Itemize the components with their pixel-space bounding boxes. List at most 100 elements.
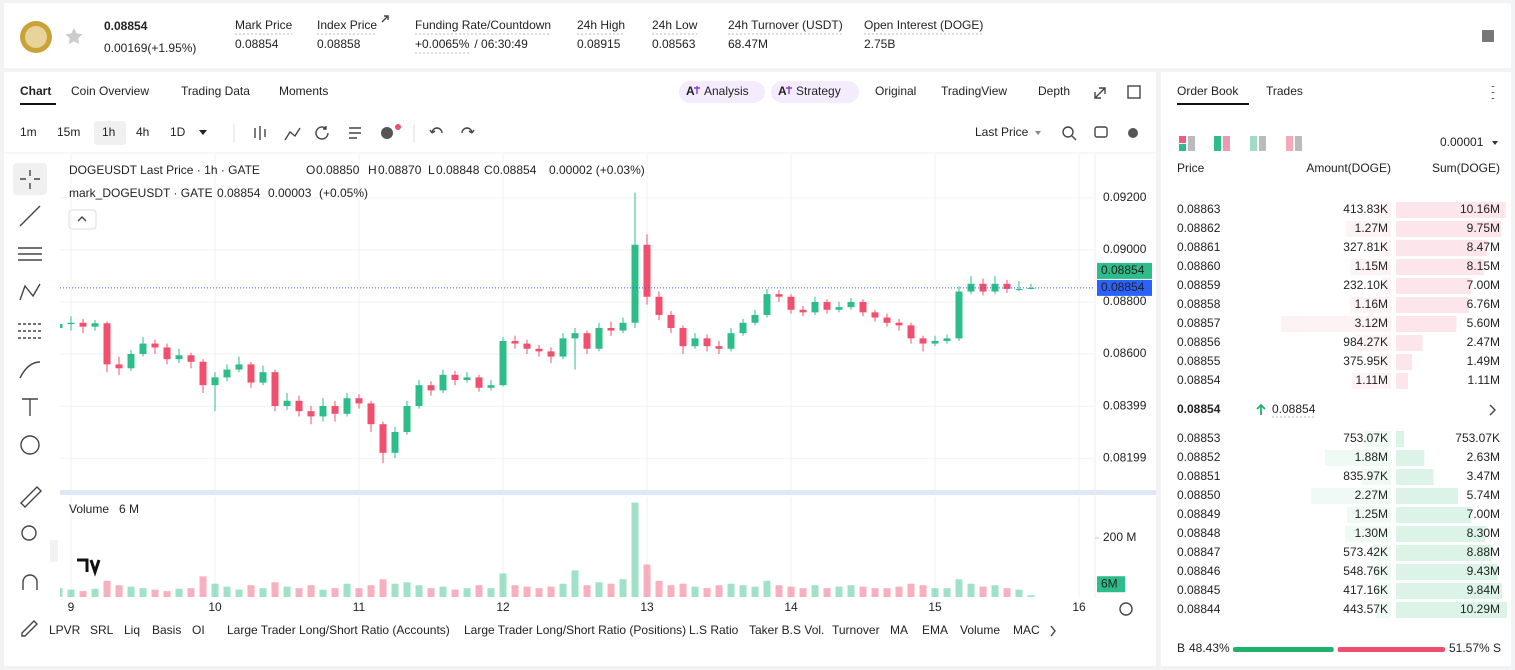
window-icon[interactable] — [1127, 85, 1141, 99]
legend-ohlc: O — [306, 163, 315, 177]
ob-price: 0.08851 — [1177, 469, 1221, 483]
ai-button[interactable]: Strategy — [796, 84, 841, 98]
candle-body — [859, 301, 867, 313]
add-icon[interactable] — [381, 127, 393, 139]
amount-depth — [1346, 507, 1391, 523]
undo-icon[interactable] — [429, 127, 443, 134]
sum-depth — [1396, 297, 1469, 313]
indicator[interactable]: SRL — [90, 623, 114, 637]
indicator[interactable]: Large Trader Long/Short Ratio (Positions… — [464, 623, 686, 637]
volume-bar — [967, 583, 975, 597]
pattern-tool[interactable] — [19, 283, 41, 301]
indicator[interactable]: EMA — [922, 623, 948, 637]
brush-tool[interactable] — [19, 361, 41, 379]
candle-body — [367, 403, 375, 425]
indicator[interactable]: L.S Ratio — [689, 623, 739, 637]
collapse-legend[interactable] — [68, 209, 97, 230]
tick-size[interactable]: 0.00001 — [1440, 135, 1484, 149]
active-tab-underline — [20, 103, 56, 105]
candle-body — [787, 296, 795, 310]
indicator[interactable]: Liq — [124, 623, 140, 637]
indicators-next[interactable] — [1050, 625, 1056, 637]
toolbar-collapse[interactable] — [50, 540, 58, 562]
indicator-icon[interactable] — [284, 127, 301, 141]
ob-sum: 9.75M — [1467, 221, 1500, 235]
strategy-button-bg[interactable] — [771, 81, 859, 103]
redo-icon[interactable] — [461, 127, 475, 134]
amount-depth — [1376, 202, 1391, 218]
fib-tool[interactable] — [18, 323, 42, 339]
chart-panel — [4, 72, 1156, 666]
sum-depth — [1396, 202, 1506, 218]
emoji-tool[interactable] — [20, 435, 40, 455]
ai-button[interactable]: Analysis — [704, 84, 749, 98]
indicator[interactable]: MACD — [1013, 623, 1049, 637]
candle-body — [595, 327, 603, 349]
ob-sum: 10.16M — [1460, 202, 1500, 216]
interval[interactable]: 15m — [57, 125, 80, 139]
chart-tab[interactable]: Coin Overview — [71, 84, 149, 98]
indicator[interactable]: OI — [192, 623, 205, 637]
ob-sum: 9.84M — [1467, 583, 1500, 597]
amount-depth — [1324, 450, 1391, 466]
crosshair-tool[interactable] — [20, 170, 40, 189]
mid-chevron[interactable] — [1489, 404, 1496, 416]
analysis-button-bg[interactable] — [679, 81, 765, 103]
price-source[interactable]: Last Price — [975, 125, 1029, 139]
candle-type-icon[interactable] — [254, 126, 266, 140]
interval[interactable]: 1h — [102, 125, 115, 139]
interval[interactable]: 1D — [170, 125, 186, 139]
favorite-star[interactable] — [65, 28, 83, 45]
candle-body — [439, 374, 447, 391]
volume-bar — [955, 579, 963, 597]
volume-bar — [487, 588, 495, 597]
view-tab[interactable]: TradingView — [941, 84, 1007, 98]
candle-body — [991, 283, 999, 292]
text-tool[interactable] — [22, 398, 38, 416]
volume-bar — [715, 585, 723, 597]
indicator[interactable]: Taker B.S Vol. — [749, 623, 824, 637]
reset-icon[interactable] — [315, 126, 329, 140]
magnet-tool[interactable] — [22, 574, 38, 590]
ob-view-icons[interactable] — [1179, 136, 1302, 151]
template-icon[interactable] — [349, 127, 361, 139]
indicator[interactable]: LPVR — [49, 623, 81, 637]
indicator[interactable]: Turnover — [832, 623, 880, 637]
interval[interactable]: 1m — [20, 125, 37, 139]
ob-sum: 5.74M — [1467, 488, 1500, 502]
zoom-tool[interactable] — [21, 525, 37, 541]
trendline-tool[interactable] — [19, 205, 41, 227]
chart-tab[interactable]: Trading Data — [181, 84, 250, 98]
indicator[interactable]: Volume — [960, 623, 1000, 637]
indicator[interactable]: Large Trader Long/Short Ratio (Accounts) — [227, 623, 450, 637]
candle-body — [511, 340, 519, 344]
ob-price: 0.08845 — [1177, 583, 1221, 597]
settings-icon[interactable] — [1128, 128, 1138, 138]
candle-body — [739, 322, 747, 334]
channel-tool[interactable] — [18, 247, 42, 261]
ob-tab[interactable]: Trades — [1266, 84, 1303, 98]
indicator[interactable]: Basis — [152, 623, 181, 637]
chart-tab[interactable]: Moments — [279, 84, 328, 98]
interval-caret[interactable] — [199, 130, 207, 135]
candle-body — [847, 301, 855, 308]
volume-bar — [379, 579, 387, 597]
tick-size-caret[interactable] — [1492, 141, 1498, 145]
ruler-tool[interactable] — [20, 486, 42, 508]
layout-icon[interactable] — [1482, 30, 1494, 42]
volume-bar — [199, 576, 207, 597]
candle-body — [67, 322, 75, 325]
view-tab[interactable]: Original — [875, 84, 916, 98]
pencil-tool[interactable] — [21, 620, 38, 637]
source-caret[interactable] — [1035, 131, 1041, 135]
fullscreen-icon[interactable] — [1094, 87, 1106, 99]
chart-tab[interactable]: Chart — [20, 84, 51, 98]
stat-value: 0.08858 — [317, 37, 361, 51]
interval[interactable]: 4h — [136, 125, 149, 139]
camera-icon[interactable] — [1094, 126, 1108, 138]
indicator[interactable]: MA — [890, 623, 908, 637]
search-icon[interactable] — [1062, 126, 1074, 138]
ob-tab[interactable]: Order Book — [1177, 84, 1239, 98]
axis-settings-icon[interactable] — [1119, 602, 1133, 616]
view-tab[interactable]: Depth — [1038, 84, 1070, 98]
